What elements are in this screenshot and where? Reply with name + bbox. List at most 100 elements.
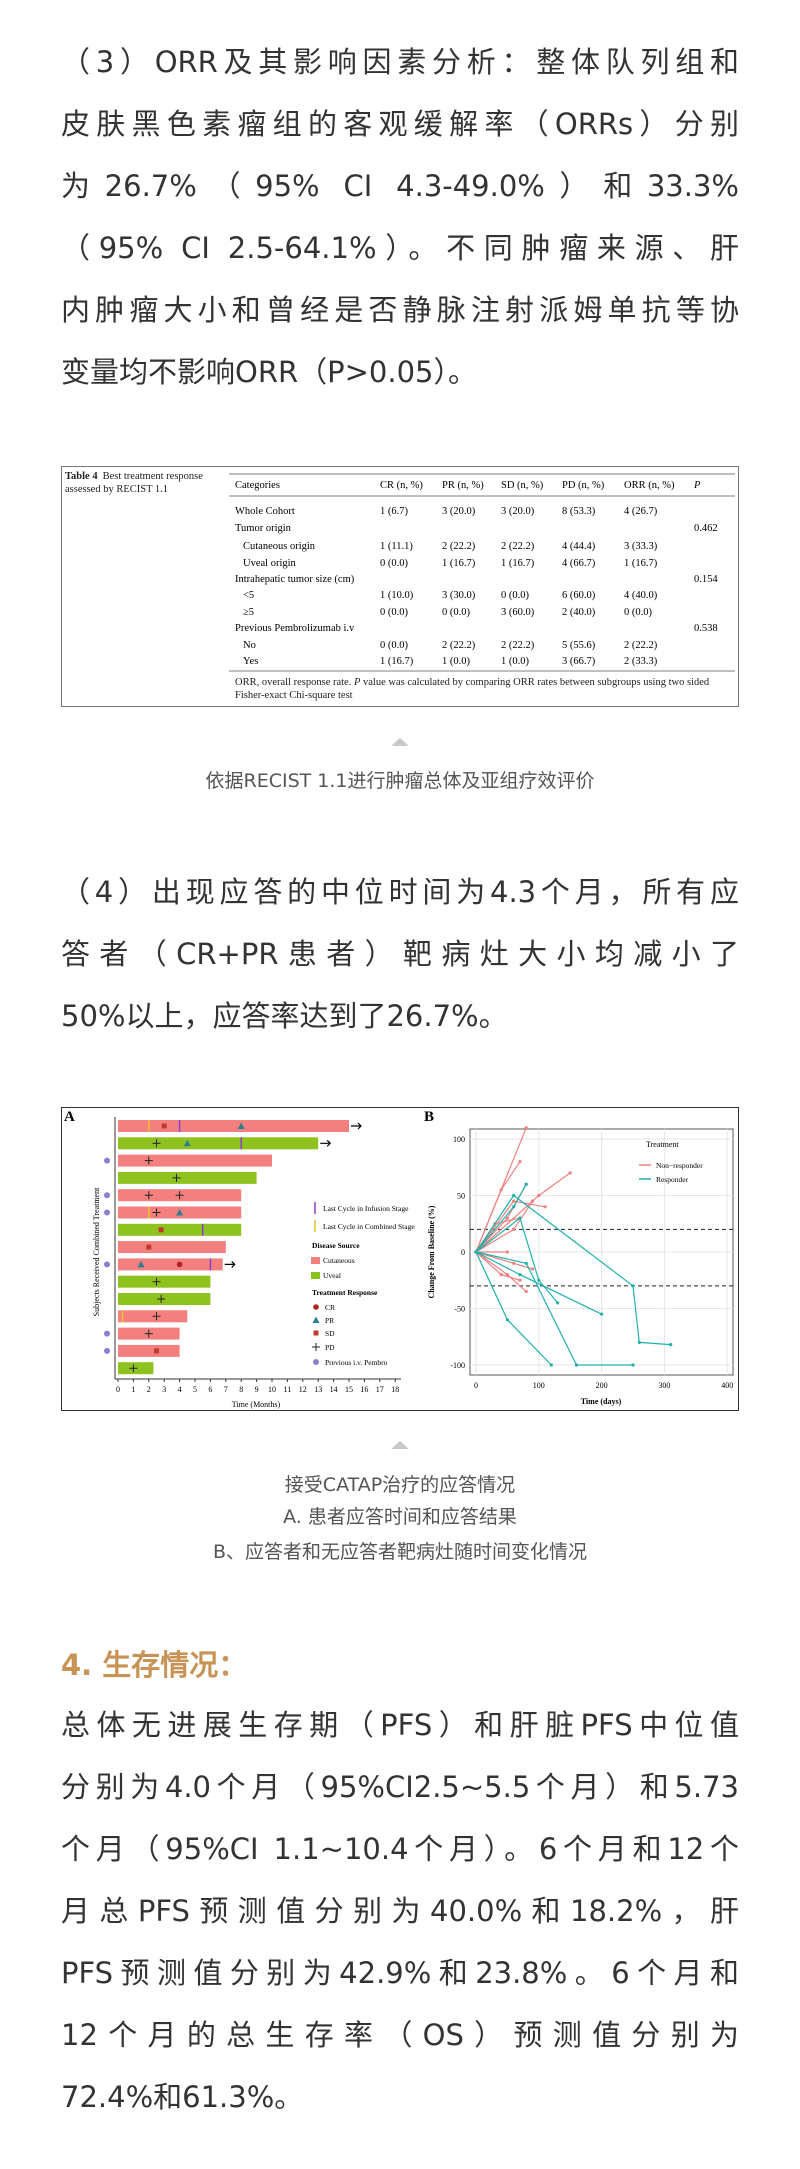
- table-cell: 1 (6.7): [380, 506, 408, 517]
- spider-point: [512, 1199, 516, 1203]
- x-tick-label: 2: [147, 1385, 151, 1394]
- legend-label: Last Cycle in Combined Stage: [323, 1222, 415, 1231]
- spider-point: [669, 1343, 673, 1347]
- sd-marker: [158, 1227, 164, 1233]
- table-cell: Intrahepatic tumor size (cm): [235, 574, 355, 585]
- table-cell: 2 (22.2): [501, 640, 535, 651]
- x-tick-label: 0: [116, 1385, 120, 1394]
- table-cell: Tumor origin: [235, 523, 292, 534]
- table-cell: 0.462: [694, 523, 718, 534]
- table-cell: 0 (0.0): [380, 640, 408, 651]
- legend-title: Treatment: [646, 1140, 679, 1149]
- text-line: 为26.7%（95% CI 4.3-49.0%）和33.3%: [61, 169, 739, 203]
- pd-marker: [152, 1277, 161, 1286]
- spider-point: [524, 1182, 528, 1186]
- legend-label: PR: [325, 1316, 334, 1325]
- cr-marker: [313, 1304, 319, 1310]
- table-header: ORR (n, %): [624, 480, 675, 491]
- sd-marker: [146, 1244, 152, 1250]
- figure-caption: A. 患者应答时间和应答结果: [283, 1506, 517, 1528]
- table-cell: 1 (16.7): [501, 558, 535, 569]
- y-axis-label: Subjects Received Combined Treatment: [92, 1187, 101, 1316]
- pd-marker: [152, 1208, 161, 1217]
- table-cell: 2 (22.2): [442, 541, 476, 552]
- legend-title: Disease Source: [312, 1241, 360, 1250]
- spider-point: [637, 1340, 641, 1344]
- table-header: PR (n, %): [442, 480, 484, 491]
- y-tick-label: 0: [461, 1248, 465, 1257]
- table-cell: 1 (10.0): [380, 590, 414, 601]
- x-tick-label: 7: [224, 1385, 228, 1394]
- spider-point: [505, 1250, 509, 1254]
- swimmer-bar: [118, 1344, 180, 1357]
- spider-point: [474, 1250, 478, 1254]
- table-cell: 3 (66.7): [562, 656, 596, 667]
- table-cell: 2 (22.2): [624, 640, 658, 651]
- x-tick-label: 300: [658, 1381, 670, 1390]
- spider-point: [518, 1278, 522, 1282]
- spider-point: [499, 1188, 503, 1192]
- pembro-marker: [104, 1347, 110, 1354]
- x-tick-label: 0: [474, 1381, 478, 1390]
- y-tick-label: 100: [453, 1135, 465, 1144]
- spider-point: [556, 1301, 560, 1305]
- pd-marker: [144, 1329, 153, 1338]
- pr-marker: [176, 1209, 184, 1216]
- legend-label: SD: [325, 1329, 335, 1338]
- x-tick-label: 10: [268, 1385, 276, 1394]
- figure-caption: B、应答者和无应答者靶病灶随时间变化情况: [212, 1541, 588, 1563]
- pd-marker: [172, 1173, 181, 1182]
- cr-marker: [176, 1261, 183, 1268]
- text-line: （3）ORR及其影响因素分析：整体队列组和: [61, 45, 739, 79]
- footnote-part: P: [353, 677, 361, 688]
- y-axis-label: Change From Baseline (%): [427, 1205, 436, 1298]
- pd-marker: [129, 1364, 138, 1373]
- table-cell: 3 (20.0): [501, 506, 535, 517]
- pembro-marker: [104, 1261, 110, 1268]
- table-cell: Whole Cohort: [235, 506, 295, 517]
- table-cell: 4 (40.0): [624, 590, 658, 601]
- pr-marker: [183, 1139, 191, 1147]
- table-cell: 5 (55.6): [562, 640, 596, 651]
- spider-point: [524, 1289, 528, 1294]
- spider-point: [512, 1205, 516, 1209]
- table-title: Table 4 Best treatment response assessed …: [65, 470, 225, 496]
- table-cell: Previous Pembrolizumab i.v: [235, 623, 355, 634]
- table-border: [61, 466, 739, 707]
- spider-point: [537, 1278, 541, 1282]
- text-line: 变量均不影响ORR（P>0.05）。: [61, 355, 477, 389]
- x-tick-label: 13: [314, 1385, 322, 1394]
- table-cell: Yes: [243, 656, 258, 667]
- spider-line: [475, 1251, 633, 1366]
- spider-point: [631, 1363, 635, 1367]
- table-header: P: [693, 480, 701, 491]
- spider-point: [524, 1126, 528, 1130]
- text-line: 皮肤黑色素瘤组的客观缓解率（ORRs）分别: [61, 107, 739, 141]
- pd-marker: [152, 1139, 161, 1148]
- table-cell: 2 (22.2): [501, 541, 535, 552]
- pr-marker: [137, 1260, 145, 1268]
- table-cell: 0 (0.0): [624, 607, 652, 618]
- figure-border: [61, 1107, 739, 1411]
- ongoing-arrow: [351, 1122, 362, 1130]
- pembro-marker: [104, 1209, 110, 1216]
- table-cell: 0 (0.0): [442, 607, 470, 618]
- triangle-icon: [391, 738, 409, 746]
- triangle-icon: [391, 1441, 409, 1449]
- x-tick-label: 1: [131, 1385, 135, 1394]
- swimmer-bar: [118, 1120, 349, 1132]
- legend-swatch: [311, 1272, 320, 1279]
- figure-caption: 接受CATAP治疗的应答情况: [284, 1474, 516, 1496]
- spider-point: [600, 1312, 604, 1316]
- spider-point: [505, 1216, 509, 1220]
- x-tick-label: 14: [330, 1385, 338, 1394]
- text-line: （4）出现应答的中位时间为4.3个月，所有应: [61, 875, 739, 909]
- section-heading: 4. 生存情况：: [61, 1648, 248, 1682]
- spider-point: [568, 1171, 572, 1175]
- x-tick-label: 17: [376, 1385, 384, 1394]
- footnote-part: value was calculated by comparing ORR ra…: [235, 677, 710, 701]
- x-tick-label: 15: [345, 1385, 353, 1394]
- x-tick-label: 12: [299, 1385, 307, 1394]
